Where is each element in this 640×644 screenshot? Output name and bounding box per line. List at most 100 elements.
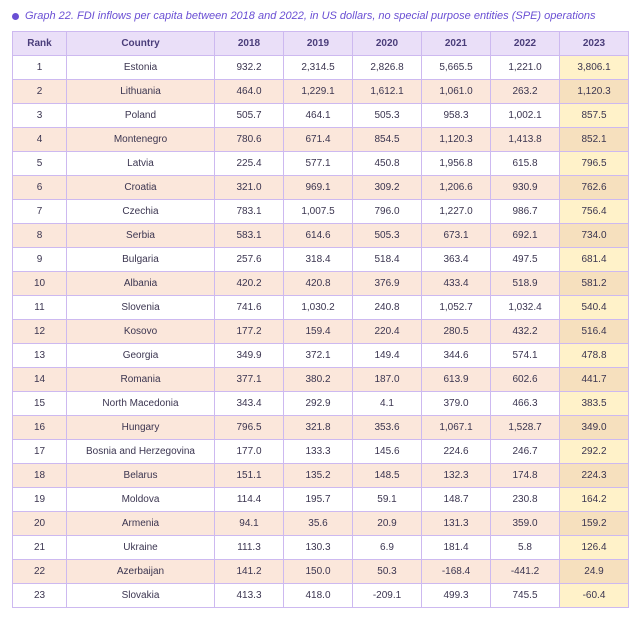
value-cell: 518.4 bbox=[353, 248, 422, 272]
value-cell: 583.1 bbox=[215, 224, 284, 248]
rank-cell: 23 bbox=[13, 584, 67, 608]
value-cell: 379.0 bbox=[422, 392, 491, 416]
table-row: 23Slovakia413.3418.0-209.1499.3745.5-60.… bbox=[13, 584, 629, 608]
col-header: Country bbox=[67, 32, 215, 56]
table-row: 5Latvia225.4577.1450.81,956.8615.8796.5 bbox=[13, 152, 629, 176]
table-row: 2Lithuania464.01,229.11,612.11,061.0263.… bbox=[13, 80, 629, 104]
value-cell: 195.7 bbox=[284, 488, 353, 512]
table-row: 15North Macedonia343.4292.94.1379.0466.3… bbox=[13, 392, 629, 416]
country-cell: Hungary bbox=[67, 416, 215, 440]
value-cell: 2,314.5 bbox=[284, 56, 353, 80]
value-cell: 441.7 bbox=[560, 368, 629, 392]
value-cell: 1,528.7 bbox=[491, 416, 560, 440]
value-cell: 574.1 bbox=[491, 344, 560, 368]
rank-cell: 20 bbox=[13, 512, 67, 536]
col-header: 2022 bbox=[491, 32, 560, 56]
value-cell: 111.3 bbox=[215, 536, 284, 560]
value-cell: 852.1 bbox=[560, 128, 629, 152]
country-cell: Montenegro bbox=[67, 128, 215, 152]
value-cell: 602.6 bbox=[491, 368, 560, 392]
table-body: 1Estonia932.22,314.52,826.85,665.51,221.… bbox=[13, 56, 629, 608]
table-header: RankCountry201820192020202120222023 bbox=[13, 32, 629, 56]
country-cell: Bulgaria bbox=[67, 248, 215, 272]
value-cell: 1,120.3 bbox=[422, 128, 491, 152]
table-row: 22Azerbaijan141.2150.050.3-168.4-441.224… bbox=[13, 560, 629, 584]
value-cell: 35.6 bbox=[284, 512, 353, 536]
value-cell: 505.3 bbox=[353, 224, 422, 248]
rank-cell: 6 bbox=[13, 176, 67, 200]
value-cell: 380.2 bbox=[284, 368, 353, 392]
value-cell: 1,120.3 bbox=[560, 80, 629, 104]
value-cell: 150.0 bbox=[284, 560, 353, 584]
country-cell: Czechia bbox=[67, 200, 215, 224]
rank-cell: 7 bbox=[13, 200, 67, 224]
value-cell: 518.9 bbox=[491, 272, 560, 296]
table-row: 18Belarus151.1135.2148.5132.3174.8224.3 bbox=[13, 464, 629, 488]
value-cell: 177.0 bbox=[215, 440, 284, 464]
country-cell: Latvia bbox=[67, 152, 215, 176]
value-cell: 240.8 bbox=[353, 296, 422, 320]
value-cell: 148.7 bbox=[422, 488, 491, 512]
value-cell: 246.7 bbox=[491, 440, 560, 464]
value-cell: 130.3 bbox=[284, 536, 353, 560]
value-cell: 581.2 bbox=[560, 272, 629, 296]
country-cell: Croatia bbox=[67, 176, 215, 200]
value-cell: 796.5 bbox=[215, 416, 284, 440]
col-header: Rank bbox=[13, 32, 67, 56]
value-cell: 135.2 bbox=[284, 464, 353, 488]
country-cell: Poland bbox=[67, 104, 215, 128]
value-cell: 321.8 bbox=[284, 416, 353, 440]
table-row: 4Montenegro780.6671.4854.51,120.31,413.8… bbox=[13, 128, 629, 152]
value-cell: 1,229.1 bbox=[284, 80, 353, 104]
value-cell: 418.0 bbox=[284, 584, 353, 608]
value-cell: 145.6 bbox=[353, 440, 422, 464]
rank-cell: 13 bbox=[13, 344, 67, 368]
value-cell: 1,032.4 bbox=[491, 296, 560, 320]
rank-cell: 12 bbox=[13, 320, 67, 344]
rank-cell: 1 bbox=[13, 56, 67, 80]
value-cell: 24.9 bbox=[560, 560, 629, 584]
value-cell: 132.3 bbox=[422, 464, 491, 488]
country-cell: Romania bbox=[67, 368, 215, 392]
value-cell: 420.2 bbox=[215, 272, 284, 296]
value-cell: 225.4 bbox=[215, 152, 284, 176]
value-cell: 741.6 bbox=[215, 296, 284, 320]
rank-cell: 9 bbox=[13, 248, 67, 272]
value-cell: 734.0 bbox=[560, 224, 629, 248]
country-cell: North Macedonia bbox=[67, 392, 215, 416]
value-cell: 50.3 bbox=[353, 560, 422, 584]
value-cell: 466.3 bbox=[491, 392, 560, 416]
country-cell: Albania bbox=[67, 272, 215, 296]
value-cell: 5.8 bbox=[491, 536, 560, 560]
rank-cell: 17 bbox=[13, 440, 67, 464]
country-cell: Slovakia bbox=[67, 584, 215, 608]
value-cell: 20.9 bbox=[353, 512, 422, 536]
country-cell: Lithuania bbox=[67, 80, 215, 104]
table-row: 6Croatia321.0969.1309.21,206.6930.9762.6 bbox=[13, 176, 629, 200]
table-row: 19Moldova114.4195.759.1148.7230.8164.2 bbox=[13, 488, 629, 512]
value-cell: 692.1 bbox=[491, 224, 560, 248]
value-cell: 159.4 bbox=[284, 320, 353, 344]
value-cell: 796.5 bbox=[560, 152, 629, 176]
value-cell: 321.0 bbox=[215, 176, 284, 200]
table-row: 10Albania420.2420.8376.9433.4518.9581.2 bbox=[13, 272, 629, 296]
value-cell: 930.9 bbox=[491, 176, 560, 200]
value-cell: 671.4 bbox=[284, 128, 353, 152]
value-cell: 499.3 bbox=[422, 584, 491, 608]
col-header: 2019 bbox=[284, 32, 353, 56]
value-cell: 174.8 bbox=[491, 464, 560, 488]
country-cell: Moldova bbox=[67, 488, 215, 512]
value-cell: 762.6 bbox=[560, 176, 629, 200]
country-cell: Estonia bbox=[67, 56, 215, 80]
col-header: 2023 bbox=[560, 32, 629, 56]
value-cell: 432.2 bbox=[491, 320, 560, 344]
value-cell: 577.1 bbox=[284, 152, 353, 176]
value-cell: 94.1 bbox=[215, 512, 284, 536]
value-cell: 353.6 bbox=[353, 416, 422, 440]
value-cell: 2,826.8 bbox=[353, 56, 422, 80]
table-row: 11Slovenia741.61,030.2240.81,052.71,032.… bbox=[13, 296, 629, 320]
value-cell: -209.1 bbox=[353, 584, 422, 608]
value-cell: 780.6 bbox=[215, 128, 284, 152]
value-cell: 5,665.5 bbox=[422, 56, 491, 80]
value-cell: -168.4 bbox=[422, 560, 491, 584]
